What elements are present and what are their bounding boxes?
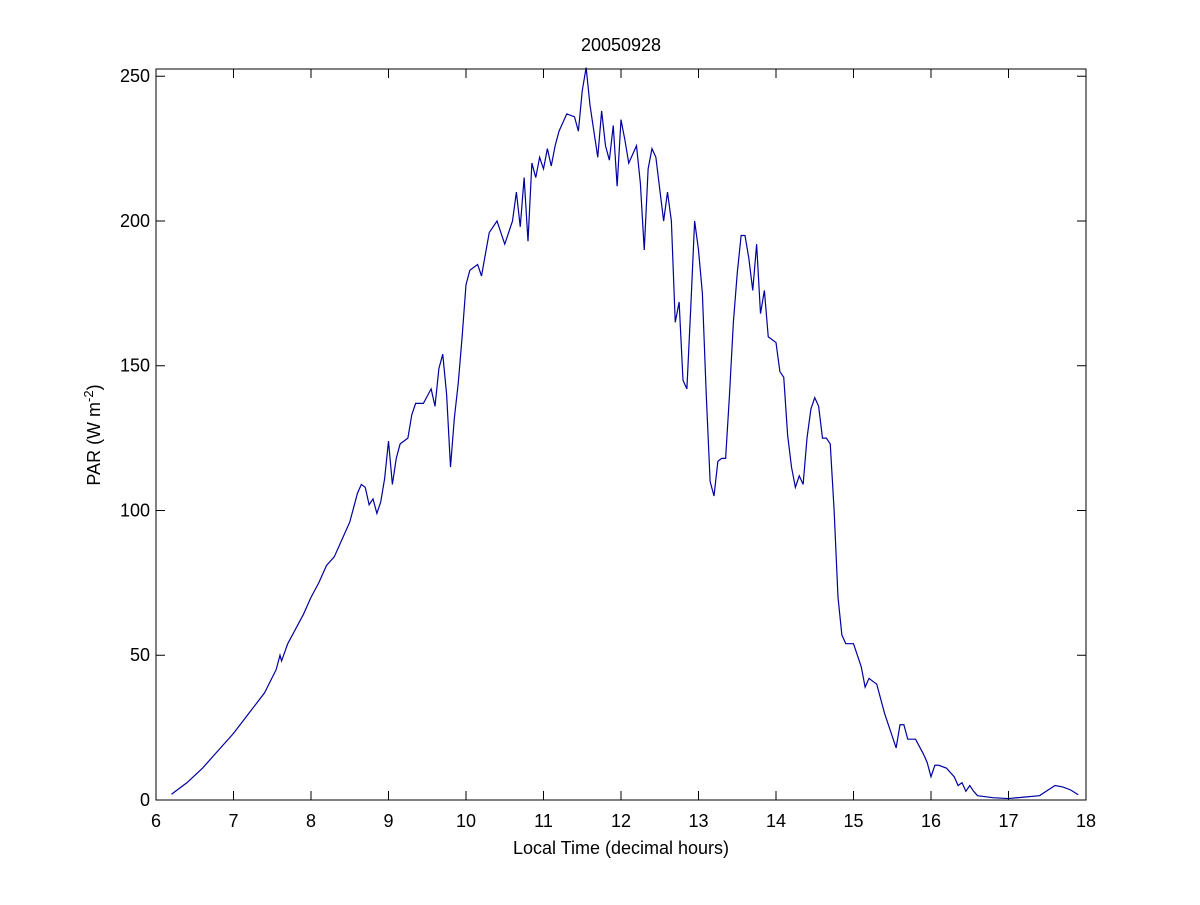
chart-title: 20050928 [581, 35, 661, 55]
data-line [171, 67, 1079, 800]
x-tick-label: 7 [228, 811, 238, 831]
y-label-part: ) [84, 384, 104, 390]
x-tick-label: 10 [456, 811, 476, 831]
y-tick-label: 250 [120, 66, 150, 86]
x-tick-label: 15 [843, 811, 863, 831]
y-tick-label: 50 [130, 645, 150, 665]
plot-frame [155, 68, 1087, 801]
x-tick-label: 12 [611, 811, 631, 831]
x-tick-label: 9 [383, 811, 393, 831]
x-tick-label: 14 [766, 811, 786, 831]
x-tick-label: 11 [534, 811, 553, 831]
y-tick-label: 0 [140, 790, 150, 810]
x-tick-label: 17 [998, 811, 1018, 831]
y-label-part: PAR (W m [84, 402, 104, 486]
x-tick-label: 6 [151, 811, 161, 831]
x-axis-label: Local Time (decimal hours) [513, 838, 729, 858]
x-tick-label: 18 [1076, 811, 1096, 831]
y-tick-label: 200 [120, 211, 150, 231]
y-axis-label: PAR (W m-2) [81, 384, 104, 485]
y-tick-label: 100 [120, 500, 150, 520]
y-label-sup: -2 [81, 390, 96, 402]
x-tick-label: 16 [921, 811, 941, 831]
x-tick-label: 13 [688, 811, 708, 831]
y-tick-label: 150 [120, 356, 150, 376]
x-tick-label: 8 [306, 811, 316, 831]
